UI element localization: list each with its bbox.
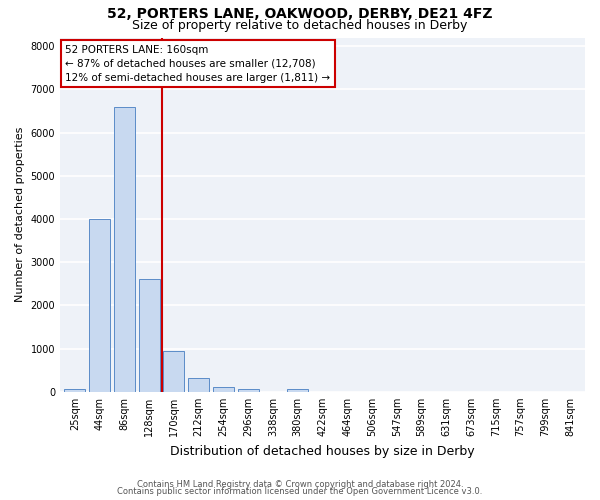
Bar [188,378,209,392]
Bar [213,386,234,392]
Bar [64,388,85,392]
Text: Contains public sector information licensed under the Open Government Licence v3: Contains public sector information licen… [118,487,482,496]
Text: Size of property relative to detached houses in Derby: Size of property relative to detached ho… [133,18,467,32]
Bar [238,388,259,392]
Text: Contains HM Land Registry data © Crown copyright and database right 2024.: Contains HM Land Registry data © Crown c… [137,480,463,489]
Y-axis label: Number of detached properties: Number of detached properties [15,127,25,302]
Text: 52 PORTERS LANE: 160sqm
← 87% of detached houses are smaller (12,708)
12% of sem: 52 PORTERS LANE: 160sqm ← 87% of detache… [65,44,331,82]
Bar [287,389,308,392]
Bar [114,106,135,392]
X-axis label: Distribution of detached houses by size in Derby: Distribution of detached houses by size … [170,444,475,458]
Bar [89,219,110,392]
Text: 52, PORTERS LANE, OAKWOOD, DERBY, DE21 4FZ: 52, PORTERS LANE, OAKWOOD, DERBY, DE21 4… [107,8,493,22]
Bar [163,351,184,392]
Bar [139,278,160,392]
